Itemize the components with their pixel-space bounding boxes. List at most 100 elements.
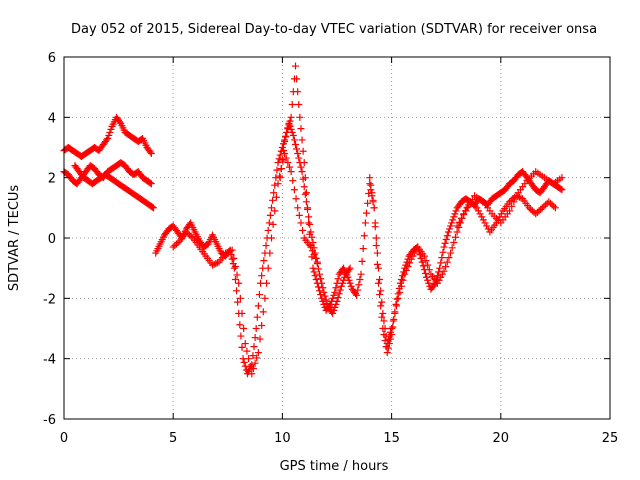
data-point [265,219,273,227]
data-point [435,276,443,284]
data-point [476,210,484,218]
data-point [331,288,339,296]
data-point [370,204,378,212]
data-point [376,291,384,299]
data-point [334,275,342,283]
data-point [525,204,533,212]
data-point [309,239,317,247]
data-point [253,354,261,362]
data-point [341,273,349,281]
data-point [316,270,324,278]
y-tick-label: 6 [48,51,56,66]
data-point [184,229,192,237]
data-point [319,284,327,292]
data-point [295,154,303,162]
data-point [508,202,516,210]
data-point [282,133,290,141]
data-point [380,317,388,325]
data-point [389,323,397,331]
data-point [266,249,274,257]
data-point [383,349,391,357]
data-point [468,196,476,204]
data-point [422,257,430,265]
series-track-g [453,168,566,230]
y-tick-label: -6 [43,413,56,428]
data-point [453,228,461,236]
data-point [399,276,407,284]
data-point [307,228,315,236]
data-point [407,255,415,263]
data-point [314,283,322,291]
data-point [274,180,282,188]
data-point [278,156,286,164]
data-point [533,208,541,216]
data-point [304,205,312,213]
data-point [256,335,264,343]
data-point [483,222,491,230]
data-point [290,136,298,144]
data-point [323,300,331,308]
data-point [397,275,405,283]
data-point [346,279,354,287]
data-point [449,216,457,224]
data-point [347,282,355,290]
data-point [148,203,156,211]
data-point [481,219,489,227]
data-point [306,220,314,228]
marks-layer [60,62,566,378]
x-tick-label: 15 [383,431,400,446]
data-point [436,264,444,272]
grid-layer [64,57,610,419]
data-point [266,211,274,219]
data-point [372,242,380,250]
data-point [367,181,375,189]
data-point [424,261,432,269]
data-point [147,180,155,188]
data-point [460,211,468,219]
data-point [290,186,298,194]
data-point [404,263,412,271]
data-point [335,290,343,298]
data-point [532,210,540,218]
data-point [484,225,492,233]
data-point [318,279,326,287]
data-point [257,279,265,287]
data-point [236,294,244,302]
data-point [401,270,409,278]
data-point [223,248,231,256]
data-point [550,202,558,210]
data-point [433,272,441,280]
data-point [276,151,284,159]
data-point [240,325,248,332]
data-point [452,207,460,215]
data-point [255,291,263,299]
data-point [371,219,379,227]
data-point [251,359,259,367]
data-point [329,294,337,302]
data-point [542,201,550,209]
data-point [463,204,471,212]
data-point [254,302,262,310]
data-point [497,210,505,218]
data-point [338,279,346,287]
tick-layer: 0 5 10 15 20 25 -6 -4 -2 0 2 4 6 [43,51,618,446]
data-point [528,207,536,215]
data-point [384,336,392,344]
data-point [355,281,363,289]
data-point [447,249,455,257]
data-point [251,334,259,342]
data-point [385,332,393,340]
data-point [391,309,399,317]
data-point [264,226,272,234]
data-point [245,355,253,363]
data-point [289,131,297,139]
data-point [312,275,320,283]
data-point [435,268,443,276]
data-point [393,295,401,303]
data-point [292,195,300,203]
data-point [437,259,445,267]
data-point [368,189,376,197]
data-point [420,252,428,260]
data-point [527,205,535,213]
